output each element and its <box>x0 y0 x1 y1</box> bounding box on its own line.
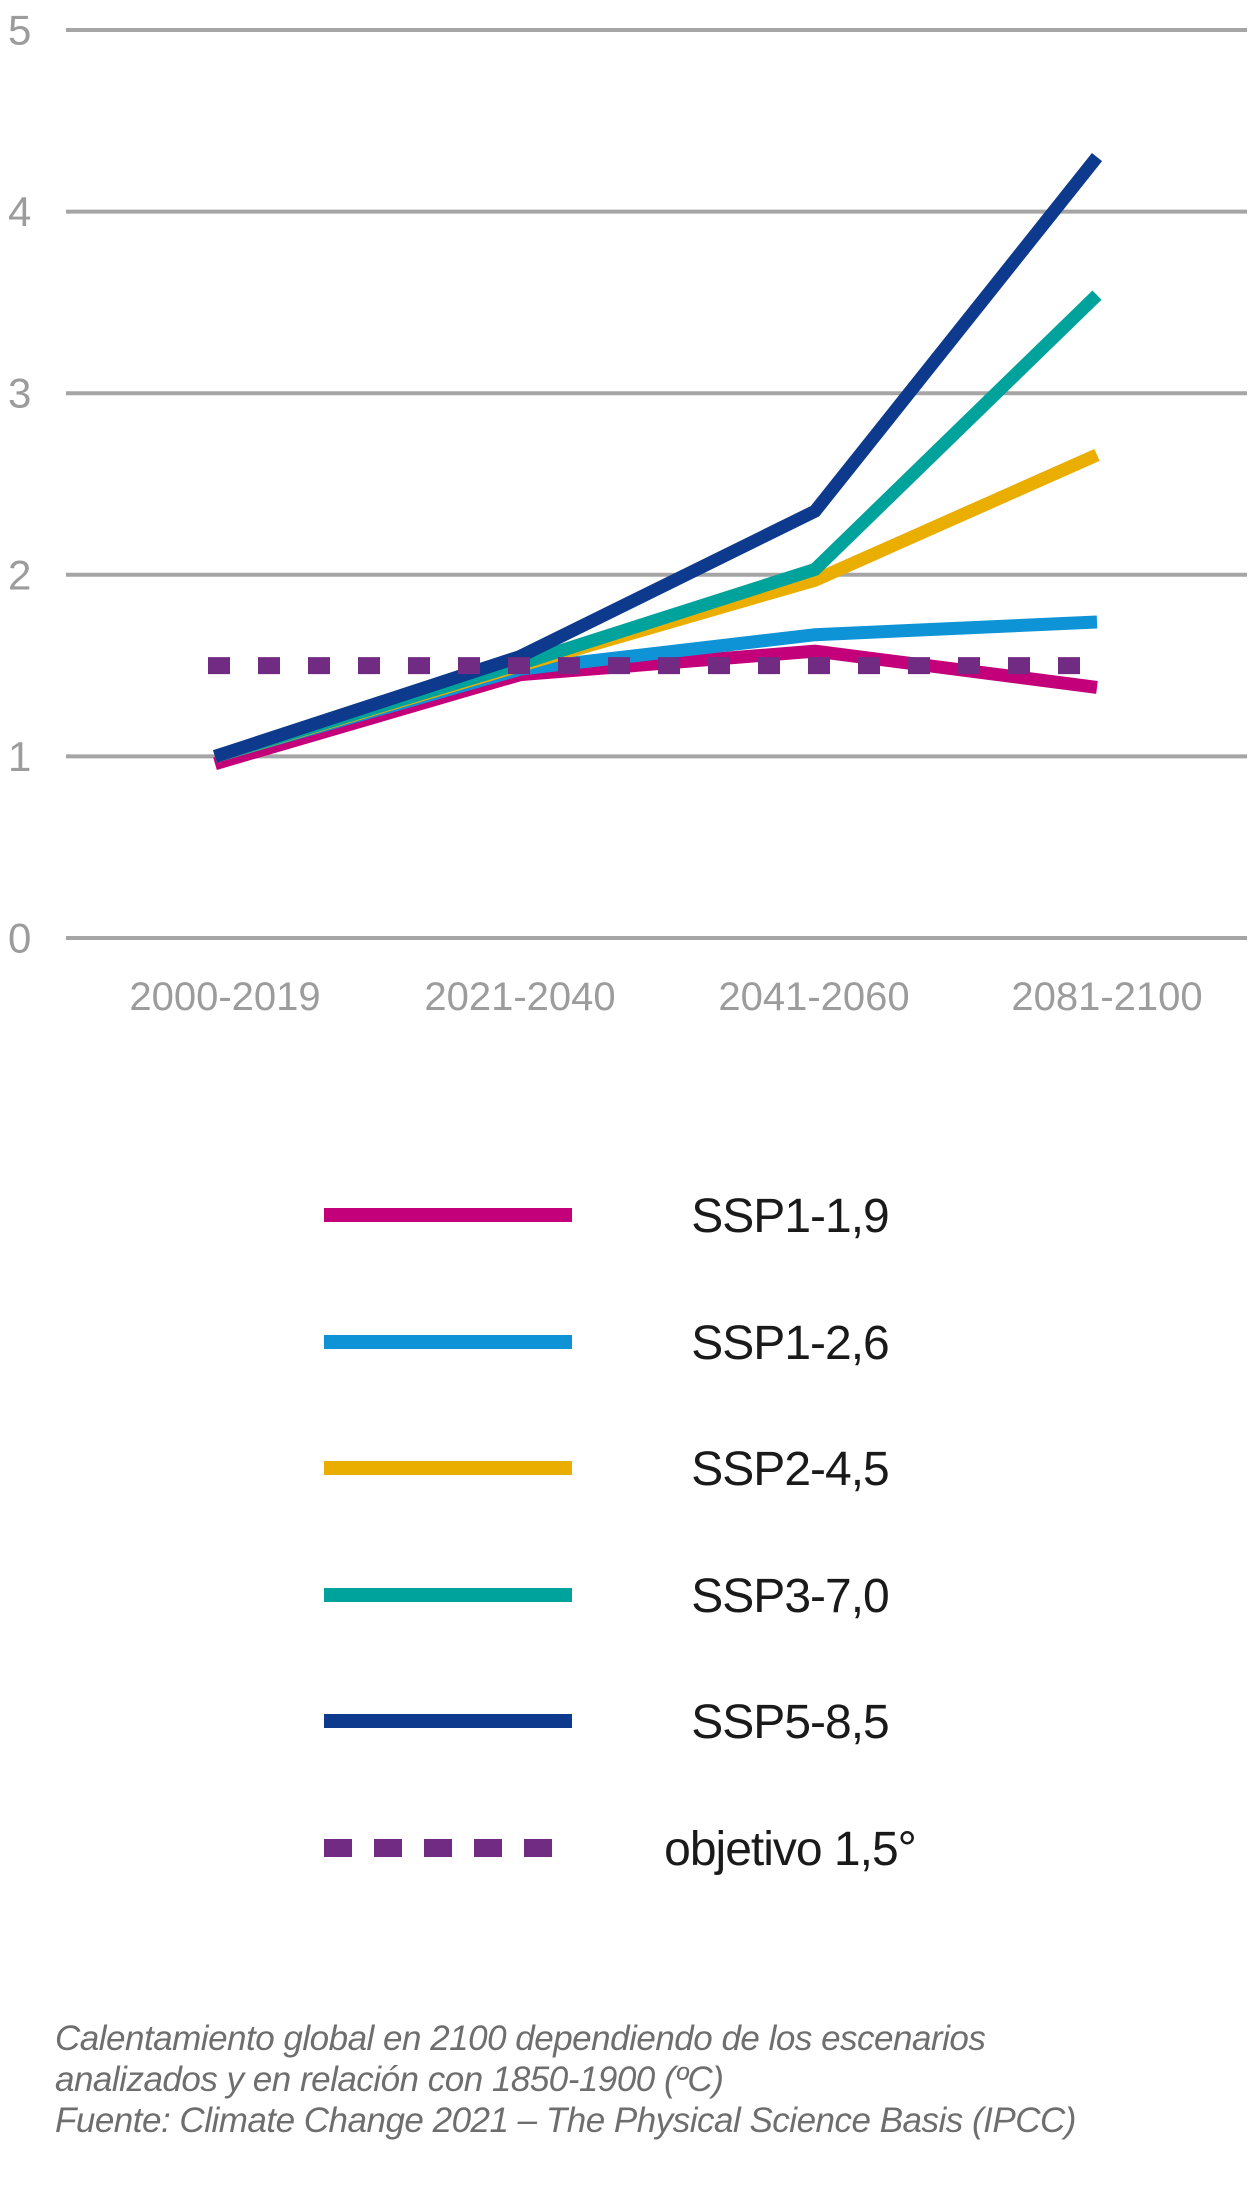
legend-label: SSP3-7,0 <box>691 1569 889 1623</box>
line-chart: 0 1 2 3 4 5 2000-2019 2021-2040 2041-2060 2081-21… <box>8 7 1247 1019</box>
legend-item: SSP1-2,6 <box>0 1312 1251 1372</box>
chart-legend: SSP1-1,9 SSP1-2,6 SSP2-4,5 SSP3-7,0 SSP5-8,5… <box>0 0 1251 1876</box>
caption-line-2: analizados y en relación con 1850-1900 (… <box>55 2060 724 2099</box>
legend-label: SSP1-2,6 <box>691 1316 889 1370</box>
legend-label: SSP1-1,9 <box>691 1190 889 1243</box>
legend-item: objetivo 1,5° <box>0 1818 1251 1878</box>
caption-line-1: Calentamiento global en 2100 dependiendo… <box>55 2019 986 2058</box>
legend-label: SSP5-8,5 <box>691 1696 889 1750</box>
y-tick-label: 0 <box>8 915 31 962</box>
y-tick-label: 3 <box>8 370 31 417</box>
legend-label: SSP2-4,5 <box>691 1443 889 1497</box>
legend-label: objetivo 1,5° <box>664 1823 917 1876</box>
y-tick-label: 5 <box>8 7 31 54</box>
legend-item: SSP5-8,5 <box>0 1691 1251 1751</box>
y-tick-label: 4 <box>8 188 31 235</box>
legend-item: SSP1-1,9 <box>0 1185 1251 1245</box>
series-line-ssp5-8-5 <box>212 153 1103 763</box>
x-tick-label: 2081-2100 <box>1011 975 1202 1019</box>
y-tick-label: 1 <box>8 733 31 780</box>
x-tick-label: 2000-2019 <box>129 975 320 1019</box>
chart-caption: Calentamiento global en 2100 dependiendo… <box>55 2018 1215 2141</box>
legend-line-swatch <box>324 1714 572 1729</box>
legend-item: SSP2-4,5 <box>0 1438 1251 1498</box>
y-tick-label: 2 <box>8 551 31 598</box>
legend-line-swatch <box>324 1461 572 1476</box>
legend-line-swatch <box>324 1334 572 1349</box>
legend-line-swatch <box>324 1208 572 1222</box>
x-tick-label: 2021-2040 <box>424 975 615 1019</box>
legend-line-swatch <box>324 1587 572 1602</box>
x-tick-label: 2041-2060 <box>718 975 909 1019</box>
caption-line-3: Fuente: Climate Change 2021 – The Physic… <box>55 2101 1076 2140</box>
legend-dashed-swatch <box>324 1839 556 1857</box>
legend-item: SSP3-7,0 <box>0 1565 1251 1625</box>
